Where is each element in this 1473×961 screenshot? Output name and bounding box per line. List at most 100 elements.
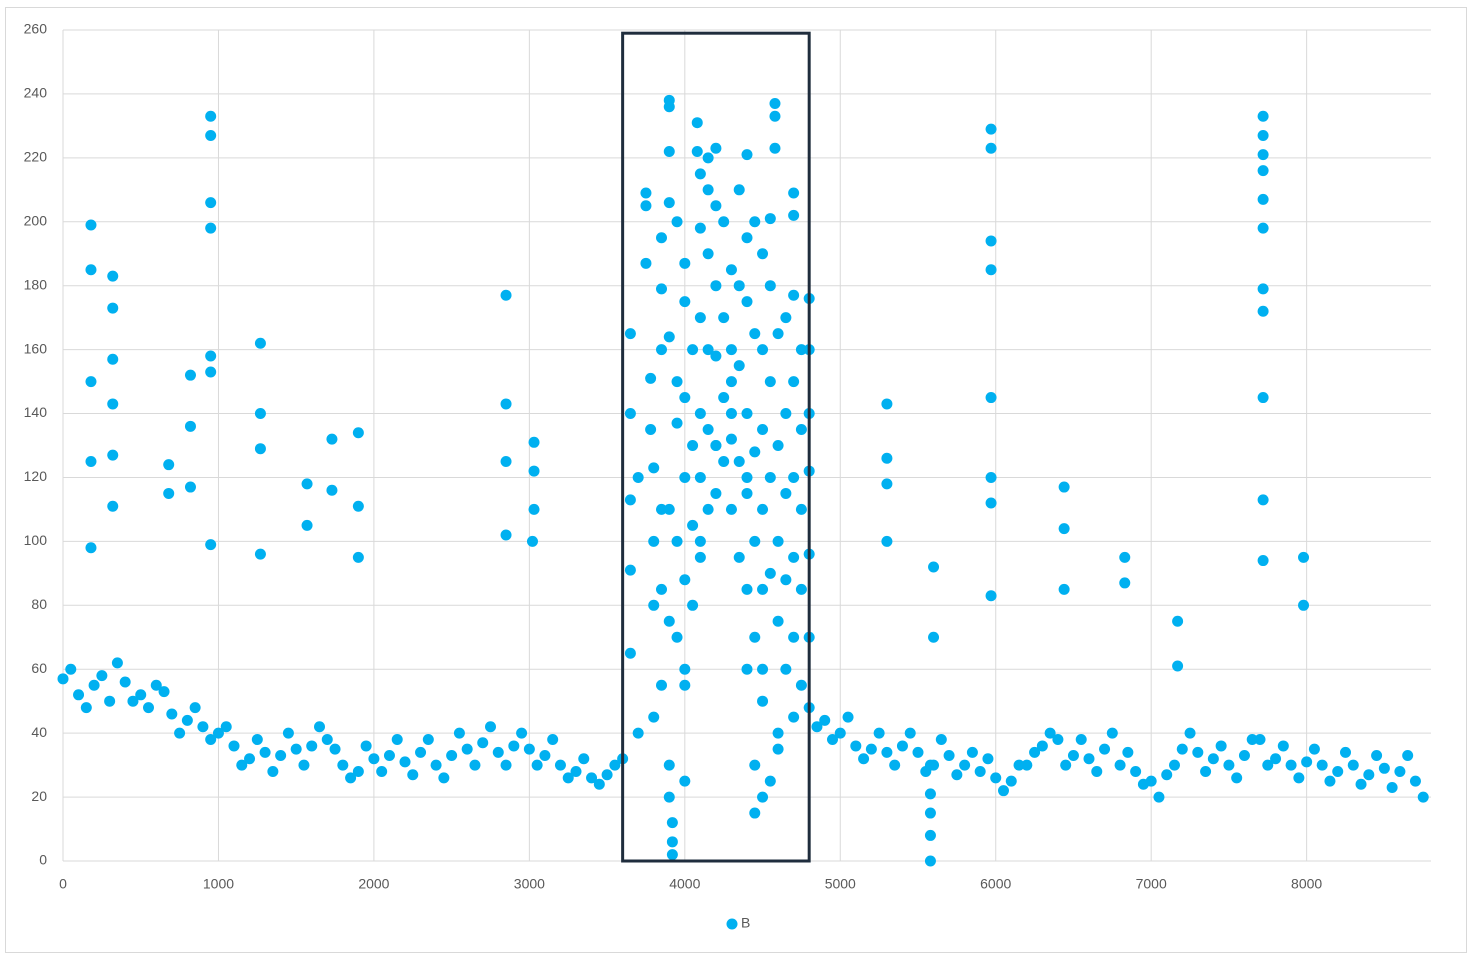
point	[632, 727, 644, 739]
point	[788, 289, 800, 301]
point	[228, 740, 240, 752]
point	[163, 487, 175, 499]
point	[181, 714, 193, 726]
point	[1257, 110, 1269, 122]
point	[430, 759, 442, 771]
point	[749, 446, 761, 458]
point	[679, 392, 691, 404]
point	[1238, 750, 1250, 762]
point	[1257, 149, 1269, 161]
point	[593, 778, 605, 790]
point	[461, 743, 473, 755]
point	[679, 679, 691, 691]
point	[865, 743, 877, 755]
point	[725, 433, 737, 445]
point	[718, 216, 730, 228]
point	[757, 344, 769, 356]
point	[135, 689, 147, 701]
point	[1285, 759, 1297, 771]
point	[749, 759, 761, 771]
point	[788, 631, 800, 643]
point	[368, 753, 380, 765]
point	[290, 743, 302, 755]
x-tick-label: 4000	[669, 876, 700, 892]
point	[769, 142, 781, 154]
point	[666, 849, 678, 861]
point	[1060, 759, 1072, 771]
point	[1058, 583, 1070, 595]
point	[1371, 750, 1383, 762]
point	[881, 452, 893, 464]
point	[1083, 753, 1095, 765]
point	[788, 711, 800, 723]
point	[85, 455, 97, 467]
point	[438, 772, 450, 784]
point	[710, 200, 722, 212]
legend-marker	[726, 918, 738, 930]
x-tick-label: 2000	[358, 876, 389, 892]
point	[725, 344, 737, 356]
point	[205, 734, 217, 746]
point	[648, 711, 660, 723]
point	[904, 727, 916, 739]
y-tick-label: 20	[31, 788, 47, 804]
point	[780, 663, 792, 675]
point	[718, 312, 730, 324]
point	[733, 455, 745, 467]
point	[769, 98, 781, 110]
point	[1231, 772, 1243, 784]
point	[663, 197, 675, 209]
point	[104, 695, 116, 707]
point	[757, 248, 769, 260]
point	[376, 766, 388, 778]
point	[251, 734, 263, 746]
y-tick-label: 180	[24, 276, 48, 292]
point	[422, 734, 434, 746]
point	[205, 366, 217, 378]
point	[795, 344, 807, 356]
point	[679, 471, 691, 483]
point	[539, 750, 551, 762]
point	[679, 296, 691, 308]
point	[772, 440, 784, 451]
point	[1137, 778, 1149, 790]
y-tick-label: 140	[24, 404, 48, 420]
point	[254, 443, 266, 455]
point	[772, 727, 784, 739]
point	[788, 471, 800, 483]
point	[702, 344, 714, 356]
point	[298, 759, 310, 771]
point	[1298, 551, 1310, 563]
point	[609, 759, 621, 771]
point	[985, 392, 997, 404]
point	[321, 734, 333, 746]
x-tick-label: 6000	[980, 876, 1011, 892]
point	[671, 535, 683, 547]
point	[528, 436, 540, 448]
point	[702, 184, 714, 196]
point	[679, 574, 691, 586]
point	[1052, 734, 1064, 746]
point	[974, 766, 986, 778]
point	[687, 599, 699, 611]
point	[360, 740, 372, 752]
point	[1301, 756, 1313, 768]
point	[150, 679, 162, 691]
point	[671, 376, 683, 388]
point	[523, 743, 535, 755]
point	[624, 564, 636, 576]
x-tick-label: 0	[59, 876, 67, 892]
point	[881, 398, 893, 410]
point	[795, 424, 807, 436]
point	[111, 657, 123, 669]
point	[624, 328, 636, 340]
point	[666, 836, 678, 848]
point	[694, 551, 706, 563]
point	[663, 331, 675, 343]
point	[391, 734, 403, 746]
point	[1340, 746, 1351, 758]
point	[1394, 766, 1406, 778]
point	[205, 110, 217, 122]
point	[663, 145, 675, 157]
point	[562, 772, 574, 784]
